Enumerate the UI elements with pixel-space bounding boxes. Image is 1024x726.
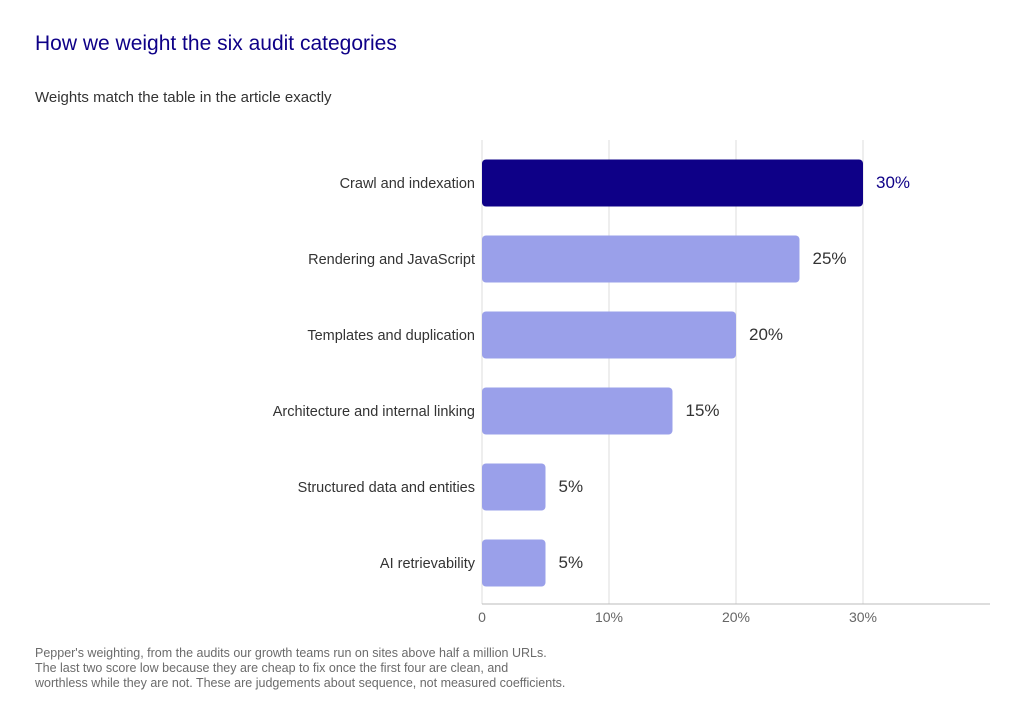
- chart-subtitle: Weights match the table in the article e…: [35, 89, 332, 106]
- tick-label: 10%: [595, 609, 623, 625]
- category-label: Architecture and internal linking: [273, 404, 475, 420]
- footnote: Pepper's weighting, from the audits our …: [35, 646, 735, 691]
- bar: [482, 463, 546, 511]
- category-label: Rendering and JavaScript: [308, 252, 475, 268]
- bar: [482, 539, 546, 587]
- data-label: 30%: [876, 173, 910, 192]
- footnote-line: Pepper's weighting, from the audits our …: [35, 646, 547, 660]
- data-label: 5%: [559, 477, 584, 496]
- tick-label: 30%: [849, 609, 877, 625]
- footnote-line: The last two score low because they are …: [35, 661, 509, 675]
- data-label: 25%: [813, 249, 847, 268]
- footnote-line: worthless while they are not. These are …: [35, 676, 566, 690]
- tick-label: 0: [478, 609, 486, 625]
- bar: [482, 387, 673, 435]
- chart-title: How we weight the six audit categories: [35, 32, 397, 55]
- data-label: 5%: [559, 553, 584, 572]
- tick-label: 20%: [722, 609, 750, 625]
- category-label: AI retrievability: [380, 556, 476, 572]
- bar: [482, 235, 800, 283]
- data-label: 15%: [686, 401, 720, 420]
- bar: [482, 159, 863, 207]
- data-label: 20%: [749, 325, 783, 344]
- category-label: Structured data and entities: [298, 480, 475, 496]
- category-label: Crawl and indexation: [340, 176, 475, 192]
- bar: [482, 311, 736, 359]
- category-label: Templates and duplication: [307, 328, 475, 344]
- bar-chart: Crawl and indexation 30% Rendering and Jav…: [273, 140, 990, 625]
